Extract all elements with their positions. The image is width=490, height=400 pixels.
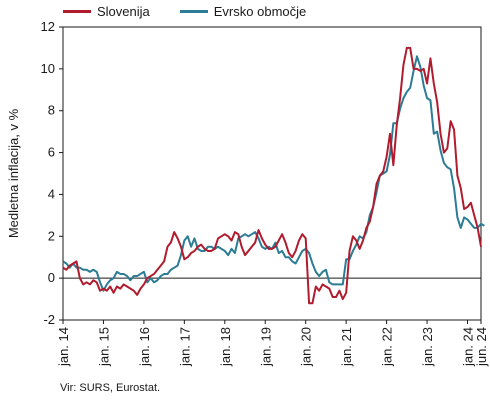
- x-tick-label: jan. 19: [258, 327, 273, 367]
- source-note: Vir: SURS, Eurostat.: [60, 382, 161, 394]
- legend-label-evrsko-obmocje: Evrsko območje: [213, 4, 307, 19]
- x-tick-label: jan. 14: [56, 327, 71, 367]
- x-tick-label: jan. 16: [137, 327, 152, 367]
- x-tick-label: jan. 17: [177, 327, 192, 367]
- x-tick-label: jan. 21: [339, 327, 354, 367]
- x-tick-label: jan. 23: [420, 327, 435, 367]
- x-tick-label: jun. 24: [474, 327, 489, 367]
- y-tick-label: 0: [48, 270, 55, 285]
- series-line-evrsko-obmocje: [62, 55, 485, 292]
- y-tick-label: 8: [48, 103, 55, 118]
- legend-item-slovenija: Slovenija: [63, 4, 150, 19]
- y-tick-label: 10: [41, 61, 55, 76]
- chart-legend: Slovenija Evrsko območje: [63, 4, 306, 19]
- legend-swatch-evrsko-obmocje: [179, 10, 208, 13]
- x-tick-label: jan. 15: [96, 327, 111, 367]
- y-tick-label: -2: [43, 312, 55, 327]
- series-line-slovenija: [62, 46, 482, 305]
- y-tick-label: 4: [48, 186, 55, 201]
- y-tick-label: 2: [48, 228, 55, 243]
- x-tick-label: jan. 22: [380, 327, 395, 367]
- y-axis-label: Medletna inflacija, v %: [6, 108, 21, 238]
- y-tick-label: 6: [48, 145, 55, 160]
- legend-item-evrsko-obmocje: Evrsko območje: [179, 4, 307, 19]
- x-tick-label: jan. 24: [461, 327, 476, 367]
- y-tick-label: 12: [41, 19, 55, 34]
- legend-swatch-slovenija: [63, 10, 91, 13]
- legend-label-slovenija: Slovenija: [97, 4, 150, 19]
- x-tick-label: jan. 20: [299, 327, 314, 367]
- plot-frame: [62, 26, 482, 321]
- x-tick-label: jan. 18: [218, 327, 233, 367]
